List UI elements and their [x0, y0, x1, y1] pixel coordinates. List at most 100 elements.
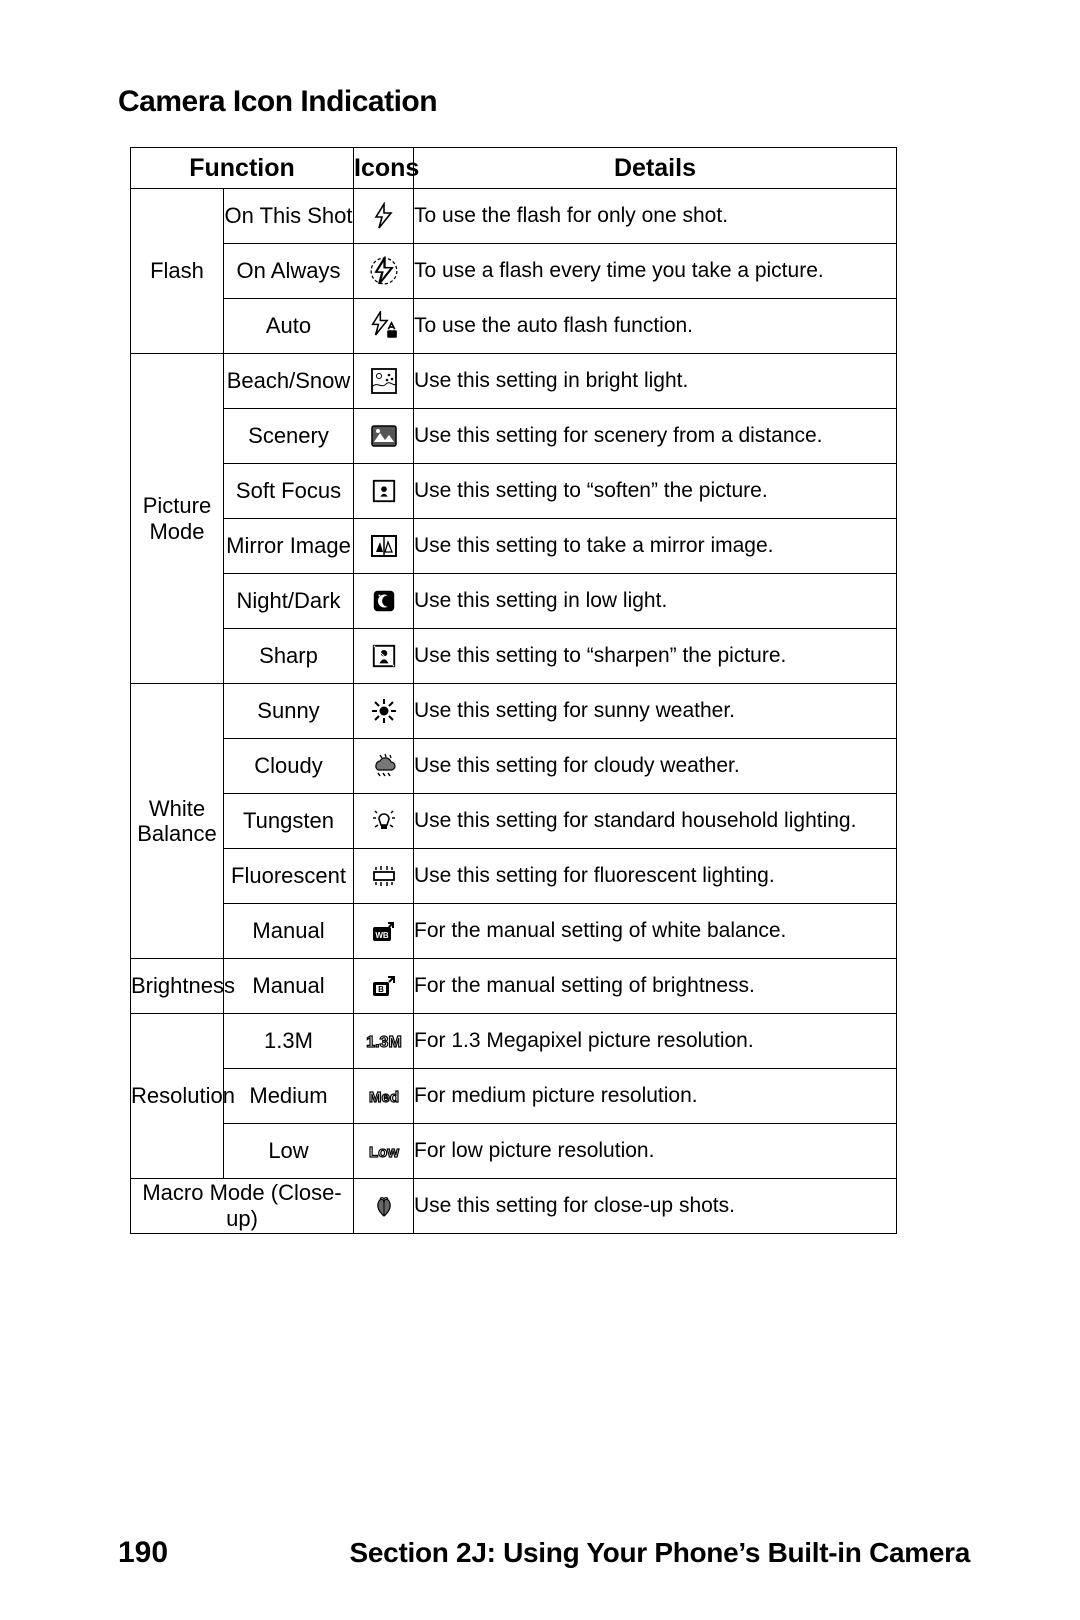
icon-cell	[354, 849, 414, 904]
table-row: Scenery Use this setting for scenery from…	[131, 409, 897, 464]
header-function: Function	[131, 148, 354, 189]
icon-cell	[354, 794, 414, 849]
table-row: CloudyUse this setting for cloudy weathe…	[131, 739, 897, 794]
detail-cell: Use this setting to take a mirror image.	[414, 519, 897, 574]
sub-function-cell: Fluorescent	[224, 849, 354, 904]
sub-function-cell: Night/Dark	[224, 574, 354, 629]
detail-cell: Use this setting for sunny weather.	[414, 684, 897, 739]
header-details: Details	[414, 148, 897, 189]
icon-cell	[354, 904, 414, 959]
camera-icon-table: Function Icons Details FlashOn This Shot…	[130, 147, 897, 1234]
flash-always-icon	[369, 256, 399, 286]
cloudy-icon	[369, 752, 399, 780]
icon-cell	[354, 574, 414, 629]
page-title: Camera Icon Indication	[118, 85, 970, 119]
bright-manual-icon	[369, 972, 399, 1000]
table-row: Mirror Image Use this setting to take a m…	[131, 519, 897, 574]
detail-cell: Use this setting for standard household …	[414, 794, 897, 849]
sub-function-cell: Auto	[224, 299, 354, 354]
footer-section: Section 2J: Using Your Phone’s Built-in …	[350, 1537, 970, 1569]
sub-function-cell: Tungsten	[224, 794, 354, 849]
icon-cell	[354, 244, 414, 299]
sub-function-cell: On This Shot	[224, 189, 354, 244]
function-cell: WhiteBalance	[131, 684, 224, 959]
detail-cell: For low picture resolution.	[414, 1124, 897, 1179]
function-cell: Flash	[131, 189, 224, 354]
sub-function-cell: Beach/Snow	[224, 354, 354, 409]
detail-cell: For medium picture resolution.	[414, 1069, 897, 1124]
icon-cell	[354, 1124, 414, 1179]
detail-cell: For the manual setting of white balance.	[414, 904, 897, 959]
table-row: Low For low picture resolution.	[131, 1124, 897, 1179]
sub-function-cell: 1.3M	[224, 1014, 354, 1069]
icon-cell	[354, 1069, 414, 1124]
detail-cell: For the manual setting of brightness.	[414, 959, 897, 1014]
res-low-icon	[364, 1141, 404, 1161]
sub-function-cell: Cloudy	[224, 739, 354, 794]
sub-function-cell: Manual	[224, 959, 354, 1014]
table-row: Manual For the manual setting of white ba…	[131, 904, 897, 959]
night-icon	[371, 588, 397, 614]
detail-cell: Use this setting to “sharpen” the pictur…	[414, 629, 897, 684]
sub-function-cell: Mirror Image	[224, 519, 354, 574]
detail-cell: Use this setting for scenery from a dist…	[414, 409, 897, 464]
sub-function-cell: Soft Focus	[224, 464, 354, 519]
detail-cell: For 1.3 Megapixel picture resolution.	[414, 1014, 897, 1069]
icon-cell	[354, 739, 414, 794]
page-footer: 190 Section 2J: Using Your Phone’s Built…	[0, 1536, 1080, 1570]
table-row: FluorescentUse this setting for fluoresc…	[131, 849, 897, 904]
function-cell: PictureMode	[131, 354, 224, 684]
macro-icon	[370, 1192, 398, 1220]
table-row: Tungsten Use this setting for standard ho…	[131, 794, 897, 849]
detail-cell: Use this setting in bright light.	[414, 354, 897, 409]
tungsten-icon	[370, 807, 398, 835]
table-row: Medium For medium picture resolution.	[131, 1069, 897, 1124]
icon-cell	[354, 519, 414, 574]
table-row: BrightnessManual For the manual setting o…	[131, 959, 897, 1014]
sub-function-cell: Scenery	[224, 409, 354, 464]
header-icons: Icons	[354, 148, 414, 189]
fluorescent-icon	[370, 862, 398, 890]
res-med-icon	[364, 1086, 404, 1106]
detail-cell: Use this setting for close-up shots.	[414, 1179, 897, 1234]
table-row: Night/Dark Use this setting in low light.	[131, 574, 897, 629]
icon-cell	[354, 299, 414, 354]
table-row: Soft Focus Use this setting to “soften” t…	[131, 464, 897, 519]
icon-cell	[354, 464, 414, 519]
detail-cell: To use the auto flash function.	[414, 299, 897, 354]
detail-cell: Use this setting in low light.	[414, 574, 897, 629]
function-cell: Resolution	[131, 1014, 224, 1179]
icon-cell	[354, 189, 414, 244]
sub-function-cell: Sunny	[224, 684, 354, 739]
table-row: Auto To use the auto flash function.	[131, 299, 897, 354]
macro-function-cell: Macro Mode (Close-up)	[131, 1179, 354, 1234]
page-number: 190	[118, 1536, 168, 1570]
soft-focus-icon	[371, 478, 397, 504]
sub-function-cell: On Always	[224, 244, 354, 299]
table-row: Resolution1.3MFor 1.3 Megapixel picture …	[131, 1014, 897, 1069]
mirror-icon	[370, 532, 398, 560]
sub-function-cell: Medium	[224, 1069, 354, 1124]
icon-cell	[354, 959, 414, 1014]
table-row: PictureModeBeach/SnowUse this setting in…	[131, 354, 897, 409]
flash-one-icon	[370, 202, 398, 230]
sub-function-cell: Low	[224, 1124, 354, 1179]
icon-cell	[354, 1179, 414, 1234]
flash-auto-icon	[369, 311, 399, 341]
sharp-icon	[371, 643, 397, 669]
table-row: On AlwaysTo use a flash every time you t…	[131, 244, 897, 299]
table-row: Macro Mode (Close-up) Use this setting fo…	[131, 1179, 897, 1234]
icon-cell	[354, 409, 414, 464]
sunny-icon	[370, 697, 398, 725]
scenery-icon	[370, 422, 398, 450]
sub-function-cell: Manual	[224, 904, 354, 959]
detail-cell: Use this setting to “soften” the picture…	[414, 464, 897, 519]
table-row: SharpUse this setting to “sharpen” the p…	[131, 629, 897, 684]
wb-manual-icon	[369, 917, 399, 945]
table-row: WhiteBalanceSunnyUse this setting for su…	[131, 684, 897, 739]
function-cell: Brightness	[131, 959, 224, 1014]
beach-snow-icon	[370, 367, 398, 395]
table-row: FlashOn This ShotTo use the flash for on…	[131, 189, 897, 244]
icon-cell	[354, 629, 414, 684]
icon-cell	[354, 1014, 414, 1069]
